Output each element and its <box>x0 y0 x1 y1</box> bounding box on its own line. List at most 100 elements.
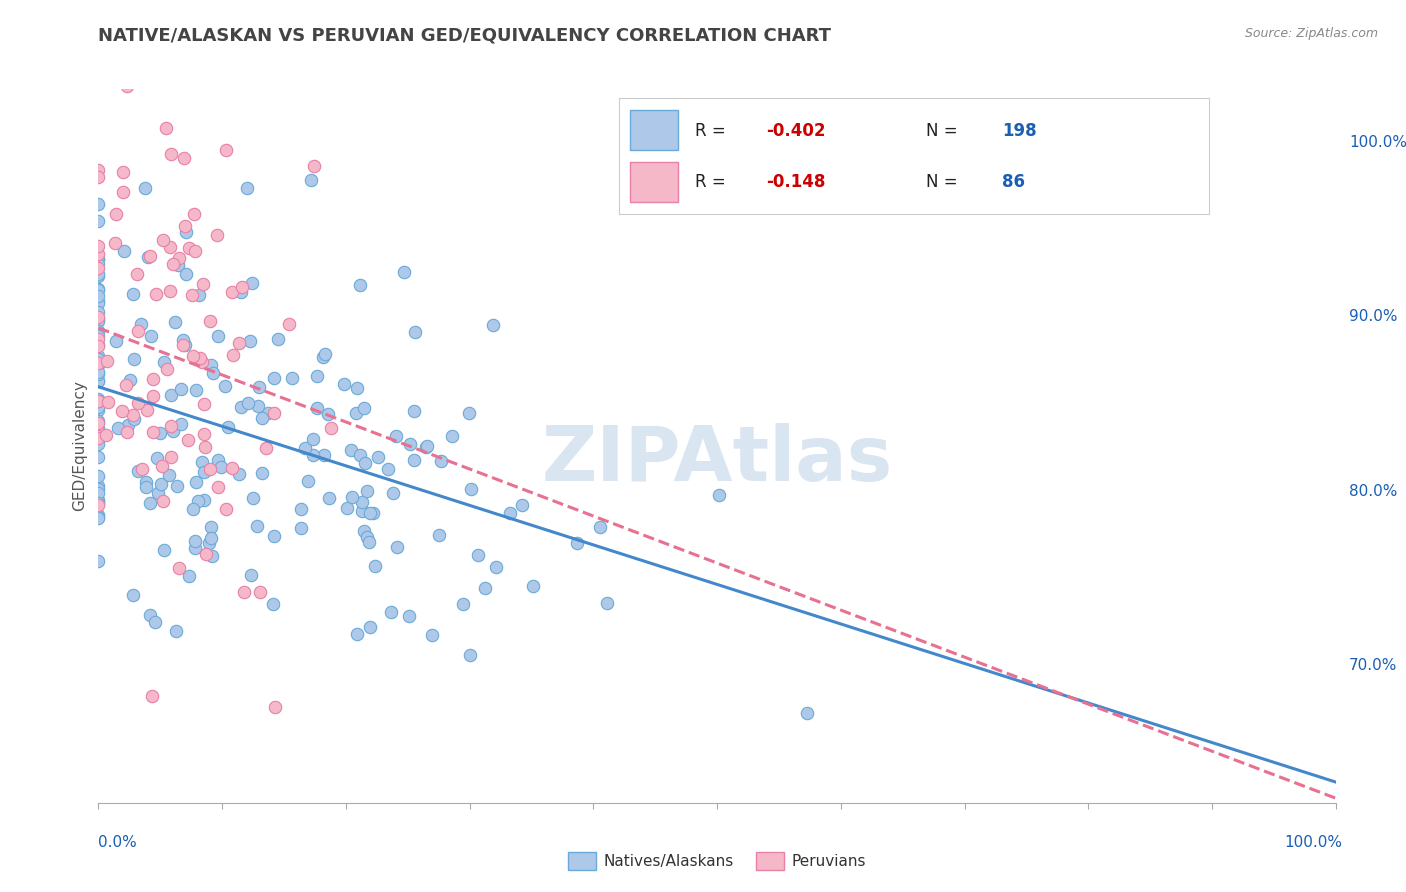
Point <box>87 434 110 448</box>
Point <box>474 581 496 595</box>
Point <box>249 585 271 599</box>
Point <box>104 334 127 349</box>
Point <box>183 534 205 549</box>
Point <box>87 359 110 373</box>
Point <box>145 451 167 466</box>
Point <box>361 506 384 520</box>
Point <box>87 428 110 442</box>
Point <box>87 483 110 497</box>
Text: R =: R = <box>696 173 731 191</box>
Point <box>314 347 336 361</box>
Point <box>87 478 110 492</box>
Point <box>118 373 141 387</box>
Point <box>346 381 368 395</box>
Point <box>294 441 316 455</box>
Point <box>364 559 387 574</box>
Point <box>215 502 238 516</box>
Point <box>217 419 239 434</box>
Point <box>299 173 322 187</box>
Point <box>162 257 184 271</box>
Point <box>87 282 110 296</box>
Point <box>172 19 194 33</box>
Point <box>87 425 110 439</box>
Point <box>385 540 408 554</box>
Point <box>181 349 204 363</box>
Point <box>135 480 157 494</box>
Text: ZIPAtlas: ZIPAtlas <box>541 424 893 497</box>
Point <box>346 626 368 640</box>
Point <box>87 294 110 309</box>
Point <box>420 628 443 642</box>
Point <box>87 169 110 184</box>
Point <box>381 485 404 500</box>
Point <box>87 257 110 271</box>
Point <box>457 406 479 420</box>
Point <box>453 598 475 612</box>
Point <box>240 277 263 291</box>
Point <box>353 401 375 415</box>
Point <box>138 608 160 623</box>
Point <box>233 585 256 599</box>
Text: Source: ZipAtlas.com: Source: ZipAtlas.com <box>1244 27 1378 40</box>
Point <box>87 554 110 568</box>
Point <box>111 404 134 418</box>
Point <box>115 377 138 392</box>
Point <box>384 429 406 443</box>
Point <box>166 258 188 272</box>
Point <box>263 528 285 542</box>
Point <box>193 277 215 291</box>
Point <box>87 393 110 408</box>
Point <box>353 456 375 470</box>
Point <box>441 428 464 442</box>
Point <box>117 417 139 432</box>
Point <box>87 496 110 510</box>
Text: 86: 86 <box>1002 173 1025 191</box>
Point <box>152 233 174 247</box>
Point <box>87 403 110 417</box>
Point <box>336 500 359 515</box>
Point <box>87 374 110 388</box>
Point <box>250 466 273 480</box>
Point <box>186 475 208 490</box>
Point <box>160 147 183 161</box>
Point <box>200 531 222 545</box>
Point <box>174 219 197 234</box>
Point <box>87 295 110 310</box>
Point <box>191 354 214 368</box>
Point <box>162 424 184 438</box>
Y-axis label: GED/Equivalency: GED/Equivalency <box>72 381 87 511</box>
Text: -0.402: -0.402 <box>766 121 825 139</box>
Point <box>180 288 202 302</box>
Point <box>87 312 110 326</box>
Point <box>588 520 610 534</box>
Point <box>122 408 145 422</box>
Point <box>200 520 222 534</box>
Point <box>200 549 222 563</box>
Point <box>167 561 190 575</box>
Text: N =: N = <box>925 121 963 139</box>
Point <box>143 615 166 629</box>
Point <box>124 351 146 366</box>
Point <box>231 401 253 415</box>
Point <box>87 498 110 512</box>
Point <box>159 450 181 465</box>
Point <box>105 207 128 221</box>
Point <box>104 235 127 250</box>
Point <box>172 337 194 351</box>
Point <box>254 442 277 456</box>
Point <box>122 588 145 602</box>
Point <box>247 380 270 394</box>
Point <box>392 265 415 279</box>
Point <box>201 366 224 380</box>
Point <box>122 412 145 426</box>
Point <box>115 78 138 93</box>
Point <box>131 317 153 331</box>
Point <box>290 521 312 535</box>
Point <box>399 436 422 450</box>
Point <box>193 397 215 411</box>
Point <box>177 241 200 255</box>
Point <box>112 164 135 178</box>
Point <box>596 596 619 610</box>
Point <box>87 485 110 500</box>
Point <box>87 305 110 319</box>
